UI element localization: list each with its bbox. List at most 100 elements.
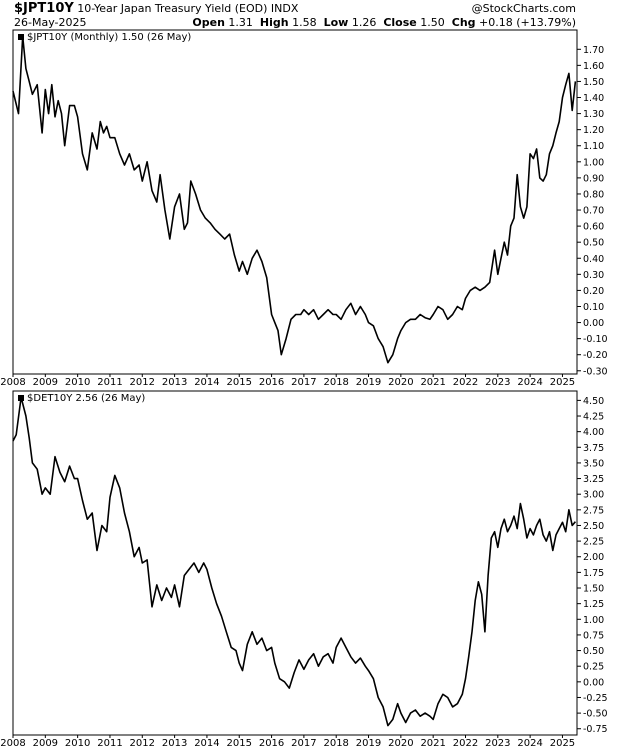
open-value: 1.31	[228, 16, 253, 29]
x-tick-label: 2021	[420, 377, 445, 388]
x-tick-label: 2011	[97, 377, 122, 388]
y-tick-label: 1.50	[583, 77, 604, 88]
x-tick-label: 2019	[356, 738, 381, 749]
y-tick-label: 1.30	[583, 109, 604, 120]
x-tick-label: 2018	[323, 738, 348, 749]
y-tick-label: 0.75	[583, 630, 604, 641]
y-tick-label: 2.25	[583, 537, 604, 548]
y-tick-label: -0.50	[583, 709, 608, 720]
y-tick-label: 4.25	[583, 412, 604, 423]
x-tick-label: 2019	[356, 377, 381, 388]
x-tick-label: 2017	[291, 738, 316, 749]
y-tick-label: 0.90	[583, 173, 604, 184]
high-value: 1.58	[292, 16, 317, 29]
y-tick-label: 0.60	[583, 222, 604, 233]
watermark: @StockCharts.com	[471, 2, 576, 15]
y-tick-label: 0.50	[583, 646, 604, 657]
high-label: High	[259, 16, 289, 29]
x-tick-label: 2020	[388, 377, 413, 388]
y-tick-label: 1.40	[583, 93, 604, 104]
x-tick-label: 2012	[130, 377, 155, 388]
y-tick-label: 0.00	[583, 318, 604, 329]
low-label: Low	[323, 16, 349, 29]
y-tick-label: -0.75	[583, 724, 608, 735]
x-tick-label: 2009	[33, 738, 58, 749]
y-tick-label: 2.50	[583, 521, 604, 532]
y-tick-label: 0.80	[583, 189, 604, 200]
y-tick-label: 3.75	[583, 443, 604, 454]
chart-title: $JPT10Y 10-Year Japan Treasury Yield (EO…	[14, 1, 298, 16]
x-tick-label: 2022	[453, 377, 478, 388]
x-tick-label: 2024	[517, 738, 542, 749]
x-tick-label: 2015	[227, 377, 252, 388]
y-tick-label: 2.75	[583, 505, 604, 516]
y-tick-label: 1.50	[583, 584, 604, 595]
y-tick-label: 4.00	[583, 427, 604, 438]
x-tick-label: 2014	[194, 377, 219, 388]
x-tick-label: 2013	[162, 377, 187, 388]
y-tick-label: -0.30	[583, 366, 608, 377]
x-tick-label: 2010	[65, 738, 90, 749]
x-tick-label: 2012	[130, 738, 155, 749]
y-tick-label: -0.25	[583, 693, 608, 704]
y-tick-label: 0.70	[583, 206, 604, 217]
y-tick-label: 3.25	[583, 474, 604, 485]
y-tick-label: 1.20	[583, 125, 604, 136]
series-line	[12, 35, 577, 364]
y-tick-label: 1.10	[583, 141, 604, 152]
chg-label: Chg	[451, 16, 476, 29]
x-tick-label: 2024	[517, 377, 542, 388]
plot-frame	[12, 29, 578, 375]
security-name: 10-Year Japan Treasury Yield (EOD)	[77, 2, 268, 15]
x-tick-label: 2011	[97, 738, 122, 749]
chg-value: +0.18 (+13.79%)	[479, 16, 576, 29]
y-tick-label: 1.60	[583, 61, 604, 72]
y-tick-label: 0.50	[583, 238, 604, 249]
y-tick-label: 0.25	[583, 662, 604, 673]
low-value: 1.26	[351, 16, 377, 29]
x-tick-label: 2018	[323, 377, 348, 388]
x-tick-label: 2008	[0, 738, 25, 749]
chart-date: 26-May-2025	[14, 16, 87, 29]
legend-marker	[18, 34, 24, 40]
series-line	[12, 396, 577, 727]
y-tick-label: 0.40	[583, 254, 604, 265]
x-tick-label: 2017	[291, 377, 316, 388]
close-value: 1.50	[420, 16, 445, 29]
y-tick-label: -0.20	[583, 350, 608, 361]
y-tick-label: 1.25	[583, 599, 604, 610]
y-tick-label: 1.00	[583, 157, 604, 168]
y-tick-label: 0.30	[583, 270, 604, 281]
x-tick-label: 2025	[550, 377, 575, 388]
y-tick-label: 0.10	[583, 302, 604, 313]
legend-label: $JPT10Y (Monthly) 1.50 (26 May)	[27, 32, 191, 43]
y-tick-label: -0.10	[583, 334, 608, 345]
x-tick-label: 2008	[0, 377, 25, 388]
chart-panel-1: -0.30 -0.20 -0.10 0.00 0.10 0.20 0.30 0.40 0.50 0…	[0, 29, 608, 388]
chart-panel-2: -0.75 -0.50 -0.25 0.00 0.25 0.50 0.75 1.00 1.25 1…	[0, 390, 608, 749]
ohlc-summary: Open 1.31 High 1.58 Low 1.26 Close 1.50 …	[192, 16, 576, 29]
plot-frame	[12, 390, 578, 736]
x-tick-label: 2023	[485, 738, 510, 749]
y-tick-label: 0.20	[583, 286, 604, 297]
symbol: $JPT10Y	[14, 1, 74, 16]
y-tick-label: 1.75	[583, 568, 604, 579]
x-tick-label: 2016	[259, 377, 284, 388]
x-tick-label: 2016	[259, 738, 284, 749]
x-tick-label: 2021	[420, 738, 445, 749]
x-tick-label: 2025	[550, 738, 575, 749]
close-label: Close	[383, 16, 417, 29]
legend-label: $DET10Y 2.56 (26 May)	[27, 393, 145, 404]
x-tick-label: 2020	[388, 738, 413, 749]
y-tick-label: 4.50	[583, 396, 604, 407]
x-tick-label: 2015	[227, 738, 252, 749]
x-tick-label: 2014	[194, 738, 219, 749]
x-tick-label: 2022	[453, 738, 478, 749]
y-tick-label: 0.00	[583, 677, 604, 688]
x-tick-label: 2009	[33, 377, 58, 388]
x-tick-label: 2013	[162, 738, 187, 749]
y-tick-label: 3.50	[583, 458, 604, 469]
x-tick-label: 2023	[485, 377, 510, 388]
y-tick-label: 1.00	[583, 615, 604, 626]
